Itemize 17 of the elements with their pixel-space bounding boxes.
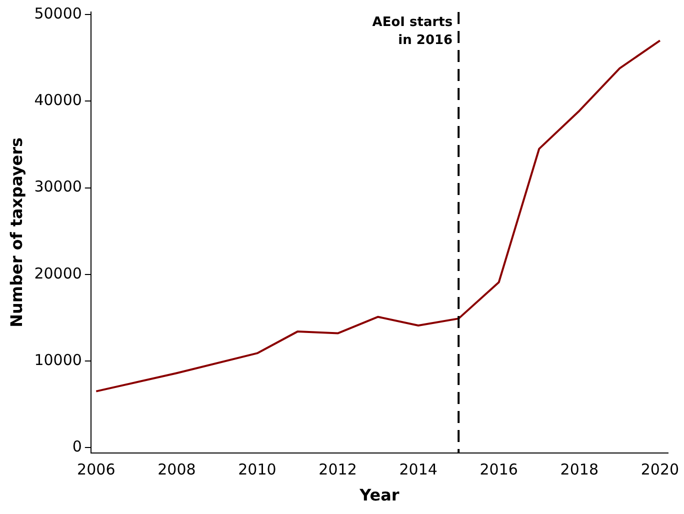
x-axis-title: Year [358, 486, 400, 505]
x-tick-label: 2020 [640, 460, 680, 479]
x-tick-label: 2010 [238, 460, 276, 479]
y-tick-label: 30000 [34, 178, 82, 196]
x-tick-label: 2006 [77, 460, 116, 479]
y-tick-label: 10000 [34, 350, 82, 369]
x-tick-label: 2008 [158, 460, 196, 479]
y-tick-label: 50000 [34, 4, 82, 22]
y-axis-title: Number of taxpayers [6, 137, 26, 328]
ref-line-label: AEoI starts in 2016 [372, 14, 453, 48]
y-tick-label: 20000 [34, 264, 82, 282]
x-tick-label: 2016 [480, 460, 518, 479]
x-tick-label: 2014 [399, 460, 438, 479]
x-tick-label: 2018 [560, 460, 598, 479]
y-tick-label: 0 [72, 437, 82, 456]
x-tick-label: 2012 [318, 460, 357, 479]
y-tick-label: 40000 [34, 91, 82, 110]
